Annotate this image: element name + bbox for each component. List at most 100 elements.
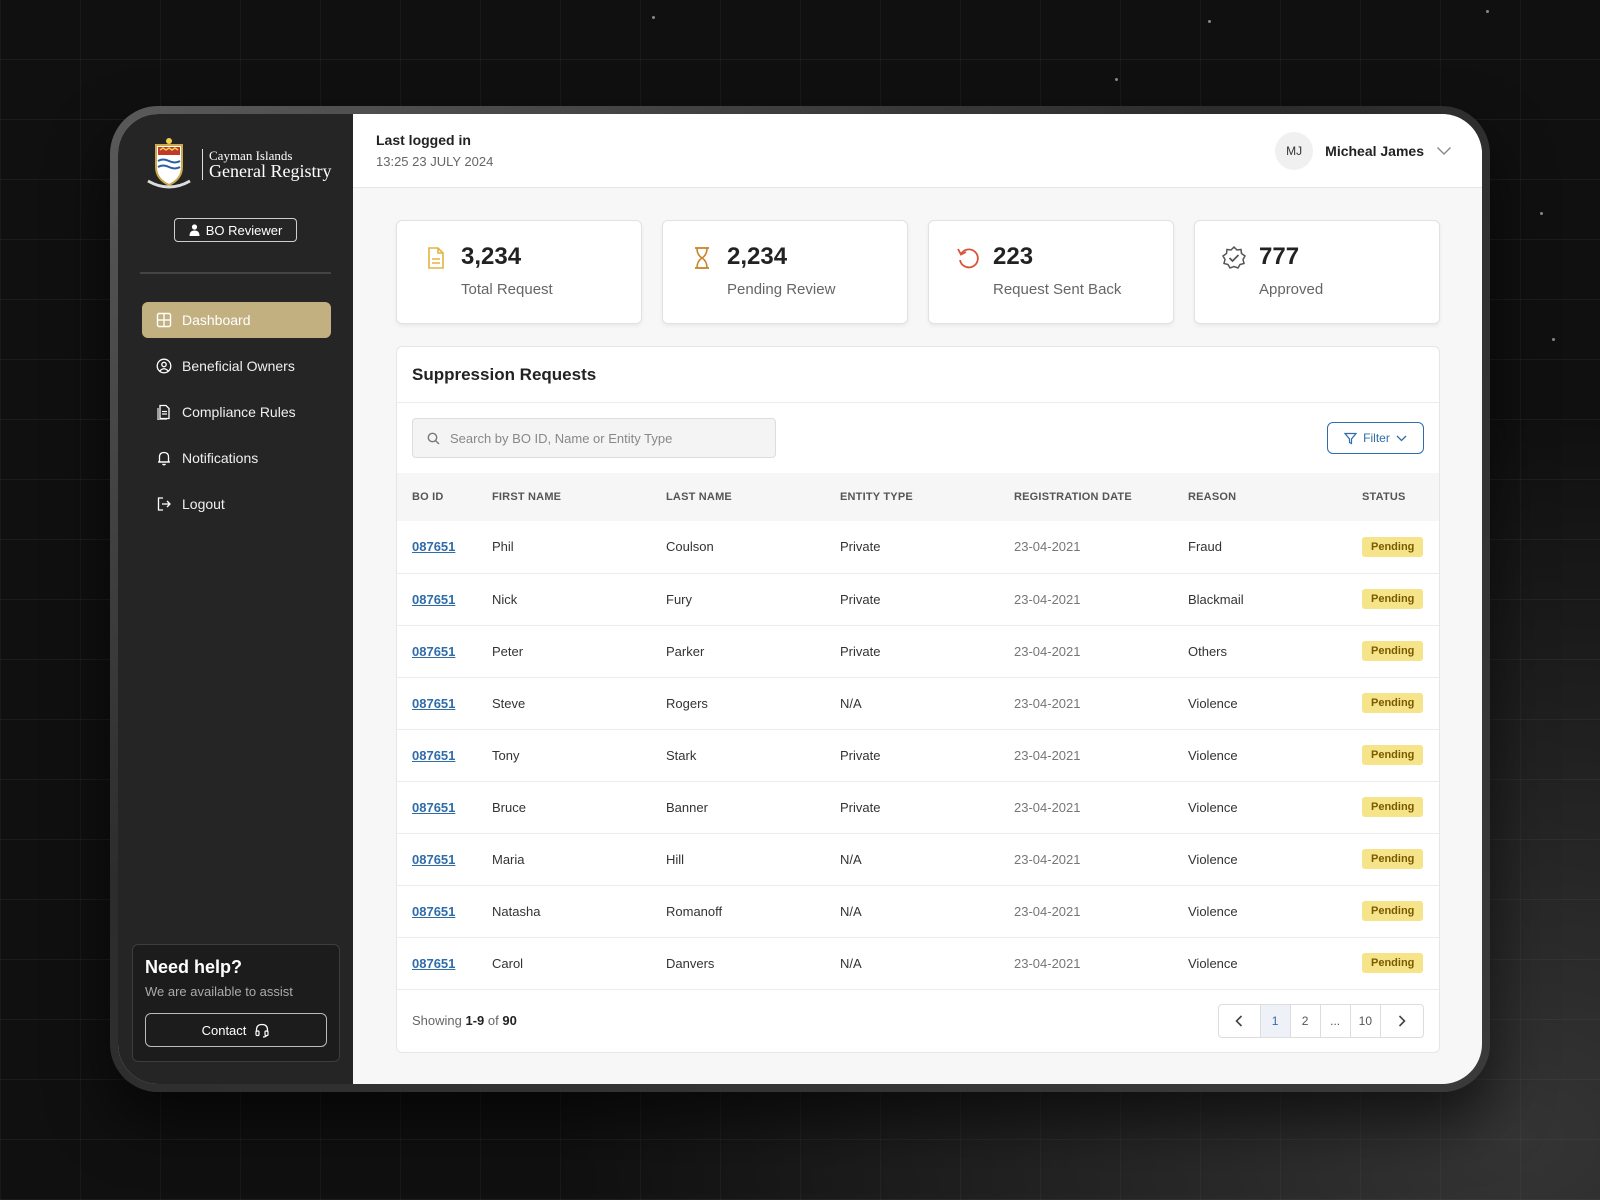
column-header[interactable]: LAST NAME [666,491,732,503]
sidebar-item-notifications[interactable]: Notifications [142,440,331,476]
page-ellipsis: ... [1321,1004,1351,1037]
registration-date-cell: 23-04-2021 [1014,851,1081,867]
sidebar-item-compliance-rules[interactable]: Compliance Rules [142,394,331,430]
bo-id-link[interactable]: 087651 [412,747,456,763]
entity-type-cell: N/A [840,903,862,919]
entity-type-cell: Private [840,591,881,607]
table-row[interactable]: 087651 Bruce Banner Private 23-04-2021 V… [397,781,1439,833]
document-icon [157,404,170,420]
chevron-left-icon [1235,1014,1243,1027]
card-title: Suppression Requests [412,364,597,384]
status-badge: Pending [1362,901,1424,921]
search-input[interactable] [450,430,750,446]
bo-id-link[interactable]: 087651 [412,955,456,971]
filter-button[interactable]: Filter [1327,422,1424,454]
stat-body: 3,234 Total Request [461,243,553,323]
table-row[interactable]: 087651 Maria Hill N/A 23-04-2021 Violenc… [397,833,1439,885]
entity-type-cell: N/A [840,955,862,971]
prev-page-button[interactable] [1219,1004,1261,1037]
sidebar-item-beneficial-owners[interactable]: Beneficial Owners [142,348,331,384]
table-footer: Showing 1-9 of 90 1 2 ... 10 [397,990,1439,1052]
search-box [412,418,776,458]
search-icon [427,432,440,444]
column-header[interactable]: BO ID [412,491,444,503]
help-card: Need help? We are available to assist Co… [132,944,340,1062]
sidebar: Cayman Islands General Registry BO Revie… [118,114,353,1084]
bo-id-link[interactable]: 087651 [412,591,456,607]
table-row[interactable]: 087651 Tony Stark Private 23-04-2021 Vio… [397,729,1439,781]
sidebar-item-dashboard[interactable]: Dashboard [142,302,331,338]
table-row[interactable]: 087651 Phil Coulson Private 23-04-2021 F… [397,521,1439,573]
bo-id-cell: 087651 [397,625,477,677]
first-name-cell: Natasha [492,903,541,919]
reason-cell: Violence [1188,799,1238,815]
registration-date-cell: 23-04-2021 [1014,747,1081,763]
page-button-1[interactable]: 1 [1260,1004,1291,1037]
last-name-cell: Hill [666,851,685,867]
reason-cell: Violence [1188,903,1238,919]
crest-icon [147,138,191,189]
next-page-button[interactable] [1381,1005,1423,1037]
sidebar-item-logout[interactable]: Logout [142,486,331,522]
status-cell: Pending [1347,937,1439,989]
tablet-frame: Cayman Islands General Registry BO Revie… [110,106,1490,1092]
last-name-cell: Parker [666,643,705,659]
last-login-time: 13:25 23 JULY 2024 [376,154,494,169]
column-header[interactable]: STATUS [1362,491,1406,503]
column-header[interactable]: REGISTRATION DATE [1014,491,1132,503]
status-cell: Pending [1347,625,1439,677]
status-cell: Pending [1347,677,1439,729]
column-header[interactable]: ENTITY TYPE [840,491,913,503]
table-row[interactable]: 087651 Natasha Romanoff N/A 23-04-2021 V… [397,885,1439,937]
bo-id-link[interactable]: 087651 [412,903,456,919]
status-cell: Pending [1347,573,1439,625]
sidebar-item-label: Compliance Rules [182,404,296,420]
status-badge: Pending [1362,589,1424,609]
status-badge: Pending [1362,745,1424,765]
suppression-requests-card: Suppression Requests Filter [396,346,1440,1053]
sidebar-divider [140,272,331,274]
first-name-cell: Peter [492,643,524,659]
reason-cell: Violence [1188,955,1238,971]
brand-logo[interactable]: Cayman Islands General Registry [118,136,353,192]
bo-id-link[interactable]: 087651 [412,851,456,867]
stat-card-approved[interactable]: 777 Approved [1194,220,1440,324]
avatar: MJ [1275,131,1314,170]
entity-type-cell: Private [840,747,881,763]
stat-card-pending[interactable]: 2,234 Pending Review [662,220,908,324]
status-cell: Pending [1347,833,1439,885]
column-header[interactable]: FIRST NAME [492,491,562,503]
app-screen: Cayman Islands General Registry BO Revie… [118,114,1482,1084]
last-login: Last logged in 13:25 23 JULY 2024 [376,132,493,169]
bo-id-link[interactable]: 087651 [412,539,456,555]
status-cell: Pending [1347,781,1439,833]
table-row[interactable]: 087651 Peter Parker Private 23-04-2021 O… [397,625,1439,677]
dashboard-content: 3,234 Total Request 2,234 Pending Review [353,188,1482,1053]
column-header[interactable]: REASON [1188,491,1237,503]
showing-prefix: Showing [412,1013,462,1028]
user-menu[interactable]: MJ Micheal James [1275,131,1452,170]
reason-cell: Violence [1188,695,1238,711]
table-row[interactable]: 087651 Steve Rogers N/A 23-04-2021 Viole… [397,677,1439,729]
bo-id-cell: 087651 [397,885,477,937]
bo-id-cell: 087651 [397,521,477,573]
registration-date-cell: 23-04-2021 [1014,799,1081,815]
table-row[interactable]: 087651 Carol Danvers N/A 23-04-2021 Viol… [397,937,1439,989]
table-row[interactable]: 087651 Nick Fury Private 23-04-2021 Blac… [397,573,1439,625]
hourglass-icon [695,247,709,269]
card-header: Suppression Requests [397,347,1439,403]
bo-id-link[interactable]: 087651 [412,695,456,711]
bo-id-link[interactable]: 087651 [412,799,456,815]
first-name-cell: Nick [492,591,518,607]
contact-button[interactable]: Contact [145,1013,327,1047]
status-badge: Pending [1362,953,1424,973]
bo-id-link[interactable]: 087651 [412,643,456,659]
first-name-cell: Tony [492,747,520,763]
stat-card-total[interactable]: 3,234 Total Request [396,220,642,324]
filter-label: Filter [1363,431,1390,445]
page-button-10[interactable]: 10 [1351,1004,1381,1037]
stat-card-sent-back[interactable]: 223 Request Sent Back [928,220,1174,324]
table-body: 087651 Phil Coulson Private 23-04-2021 F… [397,521,1439,989]
page-button-2[interactable]: 2 [1291,1004,1321,1037]
first-name-cell: Steve [492,695,526,711]
